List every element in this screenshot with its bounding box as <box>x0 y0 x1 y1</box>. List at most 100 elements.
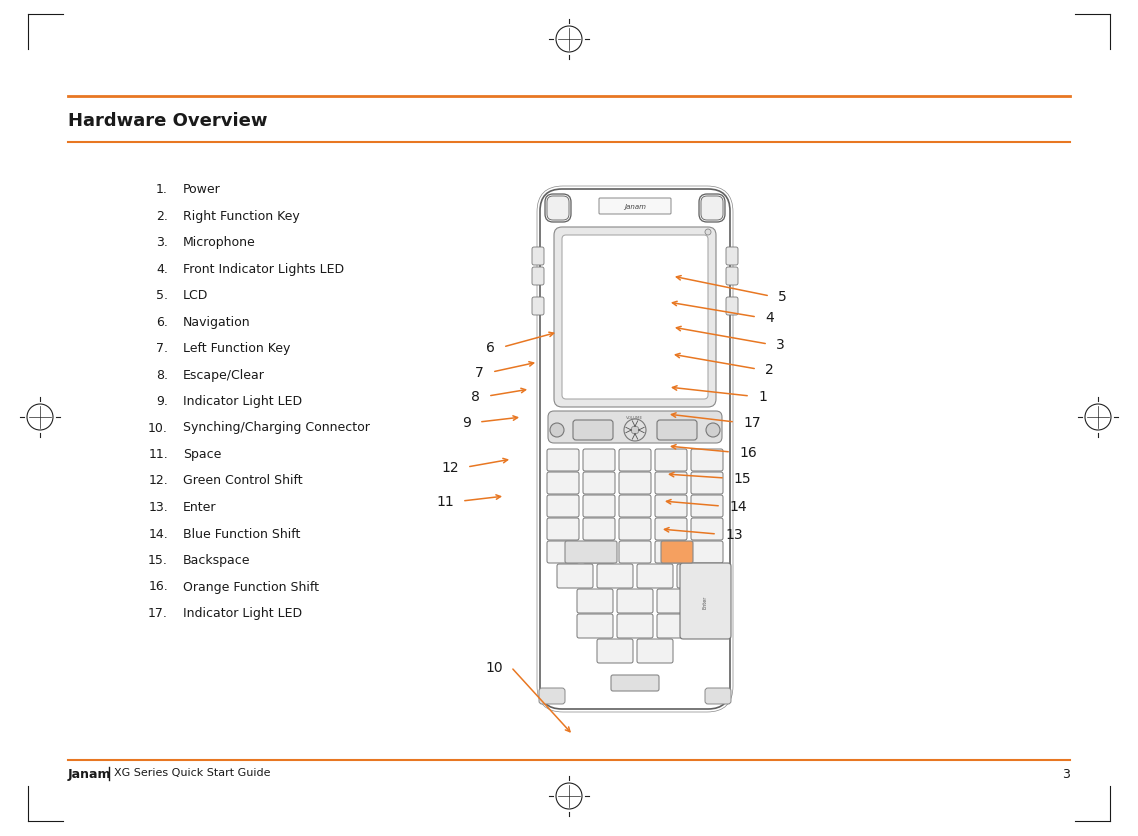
Circle shape <box>630 426 640 435</box>
Text: 2.: 2. <box>156 209 168 222</box>
Text: 10: 10 <box>486 660 503 674</box>
FancyBboxPatch shape <box>655 542 687 563</box>
Text: Synching/Charging Connector: Synching/Charging Connector <box>183 421 370 434</box>
Text: 6.: 6. <box>156 315 168 328</box>
FancyBboxPatch shape <box>583 496 615 517</box>
Text: Backspace: Backspace <box>183 553 250 566</box>
Circle shape <box>706 230 711 236</box>
Text: 11: 11 <box>436 494 454 508</box>
FancyBboxPatch shape <box>619 518 651 540</box>
Text: Indicator Light LED: Indicator Light LED <box>183 395 302 407</box>
Text: 13: 13 <box>725 528 743 542</box>
Text: 16.: 16. <box>148 580 168 593</box>
FancyBboxPatch shape <box>547 542 579 563</box>
FancyBboxPatch shape <box>691 450 723 472</box>
Text: Janam: Janam <box>68 767 112 780</box>
Circle shape <box>706 424 720 437</box>
Text: Escape/Clear: Escape/Clear <box>183 368 265 381</box>
FancyBboxPatch shape <box>547 518 579 540</box>
FancyBboxPatch shape <box>531 247 544 266</box>
Text: 10.: 10. <box>148 421 168 434</box>
Text: 6: 6 <box>486 340 495 354</box>
FancyBboxPatch shape <box>655 518 687 540</box>
FancyBboxPatch shape <box>681 563 731 640</box>
Text: 7.: 7. <box>156 342 168 354</box>
FancyBboxPatch shape <box>611 675 659 691</box>
Text: VOLUME: VOLUME <box>626 415 644 420</box>
FancyBboxPatch shape <box>619 472 651 494</box>
FancyBboxPatch shape <box>619 496 651 517</box>
Text: Orange Function Shift: Orange Function Shift <box>183 580 319 593</box>
FancyBboxPatch shape <box>556 564 593 589</box>
Text: 15.: 15. <box>148 553 168 566</box>
FancyBboxPatch shape <box>554 227 716 407</box>
FancyBboxPatch shape <box>597 564 633 589</box>
Text: 11.: 11. <box>148 447 168 461</box>
FancyBboxPatch shape <box>531 298 544 316</box>
FancyBboxPatch shape <box>564 542 617 563</box>
Text: 5: 5 <box>778 289 786 303</box>
FancyBboxPatch shape <box>545 195 571 222</box>
FancyBboxPatch shape <box>583 472 615 494</box>
Text: 12: 12 <box>442 461 459 475</box>
FancyBboxPatch shape <box>691 518 723 540</box>
FancyBboxPatch shape <box>547 450 579 472</box>
FancyBboxPatch shape <box>699 195 725 222</box>
Text: Hardware Overview: Hardware Overview <box>68 112 267 130</box>
FancyBboxPatch shape <box>531 268 544 286</box>
Text: 13.: 13. <box>148 501 168 513</box>
FancyBboxPatch shape <box>706 688 731 704</box>
Text: Enter: Enter <box>183 501 216 513</box>
Text: 9: 9 <box>462 415 471 430</box>
FancyBboxPatch shape <box>691 472 723 494</box>
Text: 3: 3 <box>776 338 785 352</box>
FancyBboxPatch shape <box>583 518 615 540</box>
Text: Front Indicator Lights LED: Front Indicator Lights LED <box>183 263 344 275</box>
Text: 15: 15 <box>733 472 751 486</box>
FancyBboxPatch shape <box>619 542 651 563</box>
FancyBboxPatch shape <box>574 421 613 441</box>
FancyBboxPatch shape <box>539 688 564 704</box>
Text: 17: 17 <box>743 415 760 430</box>
Text: 3: 3 <box>1062 767 1070 780</box>
FancyBboxPatch shape <box>547 472 579 494</box>
FancyBboxPatch shape <box>637 640 673 663</box>
Text: Green Control Shift: Green Control Shift <box>183 474 303 487</box>
Text: 8.: 8. <box>156 368 168 381</box>
FancyBboxPatch shape <box>657 589 693 614</box>
Text: 8: 8 <box>471 390 480 404</box>
FancyBboxPatch shape <box>547 496 579 517</box>
FancyBboxPatch shape <box>617 589 653 614</box>
Text: Space: Space <box>183 447 222 461</box>
FancyBboxPatch shape <box>597 640 633 663</box>
Text: 1: 1 <box>758 390 767 404</box>
Text: XG Series Quick Start Guide: XG Series Quick Start Guide <box>114 767 271 777</box>
FancyBboxPatch shape <box>599 199 671 215</box>
FancyBboxPatch shape <box>541 190 729 709</box>
Text: 7: 7 <box>476 365 484 380</box>
FancyBboxPatch shape <box>726 247 739 266</box>
FancyBboxPatch shape <box>661 542 693 563</box>
Text: 3.: 3. <box>156 236 168 248</box>
Text: Power: Power <box>183 183 221 196</box>
FancyBboxPatch shape <box>657 614 693 638</box>
Text: Janam: Janam <box>624 204 646 210</box>
Text: 4.: 4. <box>156 263 168 275</box>
Text: 14.: 14. <box>148 527 168 540</box>
Text: Right Function Key: Right Function Key <box>183 209 299 222</box>
FancyBboxPatch shape <box>655 496 687 517</box>
Text: 14: 14 <box>729 499 747 513</box>
FancyBboxPatch shape <box>691 496 723 517</box>
Text: 2: 2 <box>765 363 774 376</box>
Text: 16: 16 <box>739 446 757 460</box>
FancyBboxPatch shape <box>562 236 708 400</box>
Text: Navigation: Navigation <box>183 315 250 328</box>
Text: Microphone: Microphone <box>183 236 256 248</box>
FancyBboxPatch shape <box>619 450 651 472</box>
Text: Blue Function Shift: Blue Function Shift <box>183 527 300 540</box>
Circle shape <box>624 420 646 441</box>
FancyBboxPatch shape <box>617 614 653 638</box>
FancyBboxPatch shape <box>583 542 615 563</box>
Text: Left Function Key: Left Function Key <box>183 342 290 354</box>
Text: 1.: 1. <box>156 183 168 196</box>
